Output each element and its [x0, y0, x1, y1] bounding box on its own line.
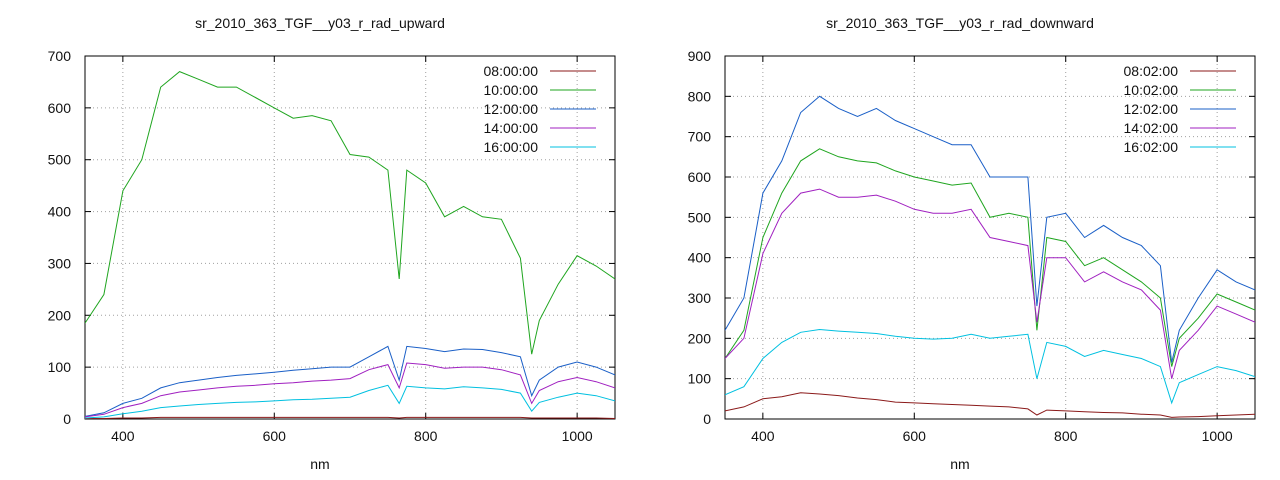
y-tick-label: 300: [48, 255, 72, 271]
series-line-120000: [85, 345, 615, 417]
series-line-160000: [85, 384, 615, 419]
x-tick-label: 800: [1054, 428, 1078, 444]
legend-label: 08:02:00: [1124, 63, 1179, 79]
legend-label: 08:00:00: [484, 63, 539, 79]
legend-label: 12:00:00: [484, 101, 539, 117]
x-axis-label: nm: [950, 456, 970, 472]
y-tick-label: 700: [48, 48, 72, 64]
legend-label: 16:02:00: [1124, 139, 1179, 155]
y-tick-label: 300: [688, 290, 712, 306]
chart-svg: 400 600 800 1000 0 100 200 300 400 500 600 700 800 90…: [688, 48, 1256, 444]
chart-title: sr_2010_363_TGF__y03_r_rad_downward: [826, 15, 1094, 31]
x-tick-label: 1000: [1202, 428, 1233, 444]
y-tick-label: 700: [688, 129, 712, 145]
x-tick-label: 600: [903, 428, 927, 444]
y-tick-label: 500: [48, 152, 72, 168]
y-tick-label: 0: [63, 411, 71, 427]
y-tick-label: 100: [688, 371, 712, 387]
y-tick-label: 400: [48, 204, 72, 220]
x-tick-label: 800: [414, 428, 438, 444]
y-tick-label: 600: [688, 169, 712, 185]
x-tick-label: 600: [263, 428, 287, 444]
left-chart-panel: sr_2010_363_TGF__y03_r_rad_upward 400 600…: [48, 15, 616, 472]
plot-frame: [724, 55, 1256, 420]
series-line-140000: [85, 362, 615, 418]
series-line-120200: [725, 95, 1255, 363]
series-line-080000: [85, 416, 615, 419]
y-tick-label: 600: [48, 100, 72, 116]
y-tick-label: 900: [688, 48, 712, 64]
series-line-080200: [725, 392, 1255, 418]
legend-label: 14:00:00: [484, 120, 539, 136]
y-tick-label: 800: [688, 88, 712, 104]
legend-label: 12:02:00: [1124, 101, 1179, 117]
y-tick-label: 100: [48, 359, 72, 375]
y-tick-label: 0: [703, 411, 711, 427]
y-tick-label: 400: [688, 250, 712, 266]
series-line-100000: [85, 71, 615, 355]
legend-label: 10:02:00: [1124, 82, 1179, 98]
x-tick-label: 400: [111, 428, 135, 444]
chart-svg: 400 600 800 1000 0 100 200 300 400 500 600 700 08:00…: [48, 48, 616, 444]
legend-label: 16:00:00: [484, 139, 539, 155]
legend-label: 14:02:00: [1124, 120, 1179, 136]
x-axis-label: nm: [310, 456, 330, 472]
legend-label: 10:00:00: [484, 82, 539, 98]
y-tick-label: 200: [688, 330, 712, 346]
chart-title: sr_2010_363_TGF__y03_r_rad_upward: [195, 15, 445, 31]
right-chart-panel: sr_2010_363_TGF__y03_r_rad_downward 400 6…: [640, 0, 1280, 480]
series-line-100200: [725, 148, 1255, 367]
y-tick-label: 500: [688, 209, 712, 225]
series-line-140200: [725, 188, 1255, 379]
series-line-160200: [725, 328, 1255, 405]
plot-frame: [84, 55, 616, 420]
x-tick-label: 400: [751, 428, 775, 444]
x-tick-label: 1000: [562, 428, 593, 444]
y-tick-label: 200: [48, 307, 72, 323]
